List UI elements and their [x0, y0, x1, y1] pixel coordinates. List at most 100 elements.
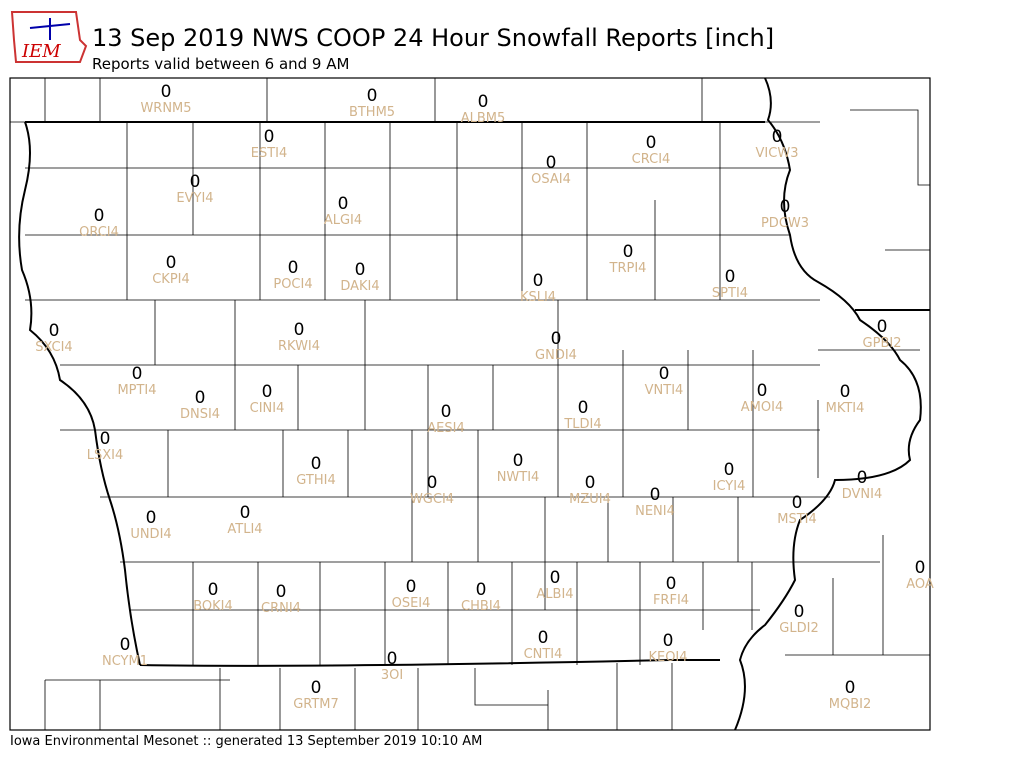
station-id: WRNM5: [140, 101, 191, 116]
station-value: 0: [585, 473, 596, 493]
map-frame: [9, 77, 931, 731]
station-value: 0: [240, 503, 251, 523]
station-value: 0: [623, 242, 634, 262]
station-id: LSXI4: [87, 448, 124, 463]
station-id: OSEI4: [392, 596, 431, 611]
station-value: 0: [94, 206, 105, 226]
station-id: NWTI4: [497, 470, 540, 485]
station-value: 0: [49, 321, 60, 341]
station-value: 0: [877, 317, 888, 337]
logo-text: IEM: [21, 41, 61, 62]
station-id: SXCI4: [35, 340, 72, 355]
station-value: 0: [406, 577, 417, 597]
station-value: 0: [166, 253, 177, 273]
station-value: 0: [845, 678, 856, 698]
station-id: PDCW3: [761, 216, 809, 231]
station-value: 0: [550, 568, 561, 588]
station-value: 0: [578, 398, 589, 418]
station-value: 0: [915, 558, 926, 578]
station-value: 0: [294, 320, 305, 340]
station-value: 0: [262, 382, 273, 402]
station-value: 0: [546, 153, 557, 173]
station-id: CHBI4: [461, 599, 501, 614]
station-id: CRCI4: [632, 152, 671, 167]
station-value: 0: [757, 381, 768, 401]
station-id: CNTI4: [524, 647, 563, 662]
station-value: 0: [538, 628, 549, 648]
station-value: 0: [533, 271, 544, 291]
station-id: GNDI4: [535, 348, 577, 363]
station-id: ATLI4: [227, 522, 262, 537]
station-id: BTHM5: [349, 105, 395, 120]
station-value: 0: [792, 493, 803, 513]
station-value: 0: [120, 635, 131, 655]
station-id: GRTM7: [293, 697, 339, 712]
station-id: GPBI2: [863, 336, 902, 351]
station-value: 0: [772, 127, 783, 147]
station-id: CKPI4: [152, 272, 190, 287]
station-id: AESI4: [427, 421, 464, 436]
station-id: DVNI4: [842, 487, 883, 502]
station-value: 0: [195, 388, 206, 408]
station-value: 0: [190, 172, 201, 192]
station-value: 0: [659, 364, 670, 384]
station-value: 0: [208, 580, 219, 600]
station-id: ESTI4: [251, 146, 288, 161]
station-id: ORCI4: [79, 225, 119, 240]
station-id: NENI4: [635, 504, 675, 519]
footer: Iowa Environmental Mesonet :: generated …: [10, 734, 482, 749]
station-value: 0: [794, 602, 805, 622]
station-value: 0: [840, 382, 851, 402]
station-id: MQBI2: [829, 697, 871, 712]
station-id: NCYM1: [102, 654, 148, 669]
station-value: 0: [288, 258, 299, 278]
station-value: 0: [311, 454, 322, 474]
station-value: 0: [666, 574, 677, 594]
station-id: TLDI4: [563, 417, 601, 432]
station-value: 0: [476, 580, 487, 600]
station-id: ALBI4: [536, 587, 573, 602]
station-value: 0: [338, 194, 349, 214]
station-id: 3OI: [381, 668, 403, 683]
station-id: GLDI2: [779, 621, 818, 636]
station-id: AMOI4: [741, 400, 783, 415]
station-id: MZUI4: [569, 492, 611, 507]
station-value: 0: [650, 485, 661, 505]
subtitle: Reports valid between 6 and 9 AM: [92, 55, 349, 73]
title: 13 Sep 2019 NWS COOP 24 Hour Snowfall Re…: [92, 24, 774, 52]
station-id: ALBM5: [461, 111, 506, 126]
county-lines: [10, 78, 930, 730]
station-value: 0: [663, 631, 674, 651]
station-id: OSAI4: [531, 172, 571, 187]
station-id: DNSI4: [180, 407, 220, 422]
station-value: 0: [100, 429, 111, 449]
station-id: ALGI4: [324, 213, 362, 228]
station-value: 0: [513, 451, 524, 471]
station-id: POCI4: [273, 277, 312, 292]
station-value: 0: [132, 364, 143, 384]
station-value: 0: [161, 82, 172, 102]
station-value: 0: [311, 678, 322, 698]
station-value: 0: [367, 86, 378, 106]
station-id: MSTI4: [777, 512, 817, 527]
station-value: 0: [478, 92, 489, 112]
station-id: UNDI4: [130, 527, 171, 542]
station-value: 0: [264, 127, 275, 147]
station-id: MKTI4: [826, 401, 865, 416]
station-value: 0: [387, 649, 398, 669]
state-borders: [18, 77, 930, 731]
station-value: 0: [441, 402, 452, 422]
station-id: GTHI4: [296, 473, 335, 488]
station-id: WGCI4: [410, 492, 454, 507]
station-id: TRPI4: [609, 261, 647, 276]
station-id: SPTI4: [712, 286, 748, 301]
station-id: AOA: [906, 577, 934, 592]
logo: IEM: [10, 11, 88, 63]
station-value: 0: [857, 468, 868, 488]
station-value: 0: [780, 197, 791, 217]
station-value: 0: [146, 508, 157, 528]
station-value: 0: [355, 260, 366, 280]
station-value: 0: [427, 473, 438, 493]
